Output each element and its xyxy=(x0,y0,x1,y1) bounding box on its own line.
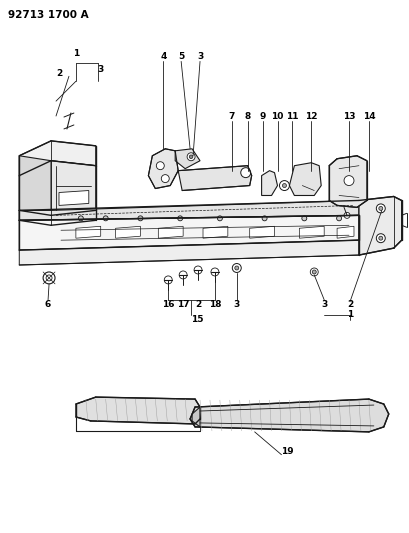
Circle shape xyxy=(376,234,385,243)
Polygon shape xyxy=(329,156,367,207)
Circle shape xyxy=(379,206,383,211)
Polygon shape xyxy=(19,211,96,225)
Polygon shape xyxy=(19,240,359,265)
Text: 1: 1 xyxy=(347,310,353,319)
Polygon shape xyxy=(158,227,183,238)
Polygon shape xyxy=(178,166,252,190)
Circle shape xyxy=(211,268,219,276)
Polygon shape xyxy=(190,399,389,432)
Polygon shape xyxy=(19,156,51,215)
Circle shape xyxy=(79,216,83,221)
Polygon shape xyxy=(19,161,96,215)
Polygon shape xyxy=(290,163,321,196)
Circle shape xyxy=(344,175,354,185)
Circle shape xyxy=(283,183,286,188)
Polygon shape xyxy=(299,227,324,238)
Circle shape xyxy=(302,216,307,221)
Text: 10: 10 xyxy=(271,111,284,120)
Text: 3: 3 xyxy=(321,300,327,309)
Text: 9: 9 xyxy=(259,111,266,120)
Polygon shape xyxy=(76,227,101,238)
Circle shape xyxy=(161,175,169,183)
Circle shape xyxy=(241,168,251,177)
Text: 18: 18 xyxy=(209,300,221,309)
Text: 2: 2 xyxy=(56,69,62,78)
Circle shape xyxy=(46,275,52,281)
Circle shape xyxy=(189,155,193,158)
Polygon shape xyxy=(19,141,96,175)
Circle shape xyxy=(103,216,108,221)
Text: 6: 6 xyxy=(45,300,51,309)
Circle shape xyxy=(376,204,385,213)
Polygon shape xyxy=(203,227,228,238)
Polygon shape xyxy=(262,171,277,196)
Text: 92713 1700 A: 92713 1700 A xyxy=(8,10,89,20)
Text: 3: 3 xyxy=(197,52,203,61)
Text: 3: 3 xyxy=(98,65,104,74)
Text: 4: 4 xyxy=(160,52,166,61)
Circle shape xyxy=(235,266,239,270)
Circle shape xyxy=(194,266,202,274)
Circle shape xyxy=(164,276,172,284)
Circle shape xyxy=(262,216,267,221)
Polygon shape xyxy=(148,149,178,189)
Polygon shape xyxy=(59,190,89,205)
Polygon shape xyxy=(19,215,359,250)
Text: 15: 15 xyxy=(191,315,203,324)
Circle shape xyxy=(178,216,183,221)
Text: 19: 19 xyxy=(281,447,294,456)
Circle shape xyxy=(344,212,350,219)
Text: 5: 5 xyxy=(178,52,184,61)
Polygon shape xyxy=(19,200,359,225)
Circle shape xyxy=(312,270,316,274)
Polygon shape xyxy=(116,227,140,238)
Polygon shape xyxy=(249,227,274,238)
Circle shape xyxy=(156,161,164,169)
Polygon shape xyxy=(359,197,402,255)
Circle shape xyxy=(232,263,241,272)
Circle shape xyxy=(218,216,222,221)
Text: 2: 2 xyxy=(347,300,353,309)
Circle shape xyxy=(179,271,187,279)
Text: 16: 16 xyxy=(162,300,175,309)
Text: 7: 7 xyxy=(229,111,235,120)
Polygon shape xyxy=(175,149,200,168)
Text: 1: 1 xyxy=(73,49,79,58)
Text: 2: 2 xyxy=(195,300,201,309)
Text: 3: 3 xyxy=(234,300,240,309)
Circle shape xyxy=(43,272,55,284)
Circle shape xyxy=(379,236,383,240)
Circle shape xyxy=(279,181,290,190)
Circle shape xyxy=(187,153,195,161)
Polygon shape xyxy=(337,227,354,238)
Text: 8: 8 xyxy=(245,111,251,120)
Text: 11: 11 xyxy=(286,111,299,120)
Circle shape xyxy=(310,268,318,276)
Polygon shape xyxy=(192,407,200,427)
Text: 13: 13 xyxy=(343,111,355,120)
Circle shape xyxy=(337,216,342,221)
Text: 17: 17 xyxy=(177,300,189,309)
Circle shape xyxy=(138,216,143,221)
Polygon shape xyxy=(76,397,200,424)
Text: 14: 14 xyxy=(362,111,375,120)
Text: 12: 12 xyxy=(305,111,317,120)
